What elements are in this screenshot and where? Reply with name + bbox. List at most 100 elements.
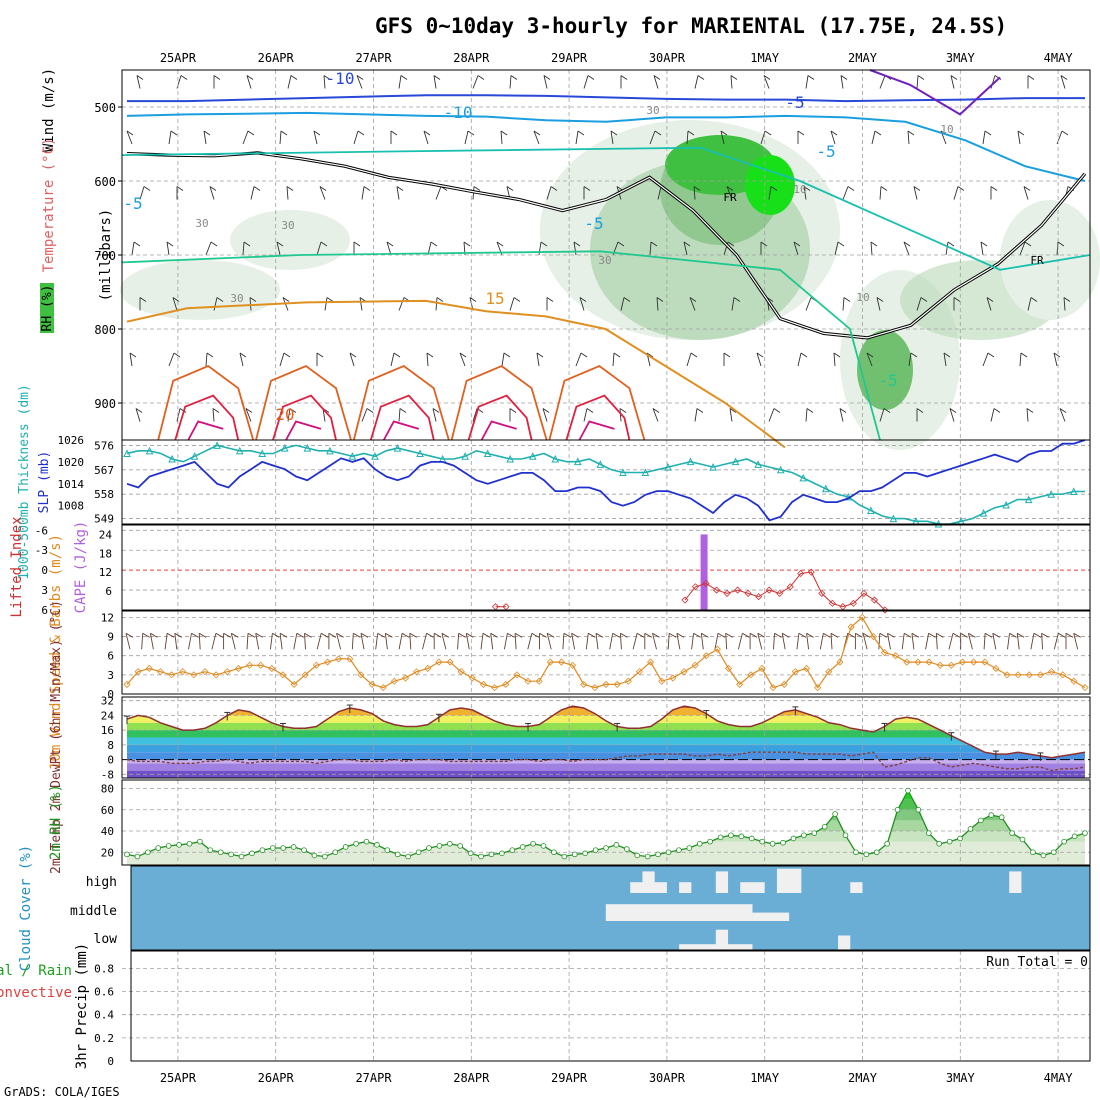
wind10-barb-flag — [936, 632, 944, 638]
wind-barb-flag — [646, 352, 654, 358]
wind-barb — [1019, 241, 1026, 256]
wind10-marker — [1048, 668, 1056, 676]
rh2m-axis-label: 2m RH (%) — [48, 784, 64, 860]
wind-barb-flag — [459, 352, 467, 358]
wind-barb — [323, 75, 326, 89]
wind10-marker — [591, 684, 599, 692]
cloud-patch — [752, 912, 790, 921]
wind10-marker — [346, 655, 354, 663]
wind10-barb-flag — [304, 632, 312, 638]
wind-barb — [830, 130, 836, 145]
wind10-marker — [1059, 671, 1067, 679]
wind10-barb — [700, 633, 704, 650]
rh-marker — [280, 845, 286, 851]
wind-barb-flag — [903, 241, 911, 247]
cape-axis-label: CAPE (J/kg) — [73, 521, 89, 614]
rh-marker — [613, 842, 620, 848]
wind-barb — [349, 352, 355, 367]
x-label-top: 1MAY — [750, 51, 780, 65]
wind10-barb-flag — [1009, 632, 1017, 638]
rh-marker — [342, 844, 349, 850]
rh-marker — [821, 823, 828, 830]
rh-marker — [655, 851, 661, 858]
li-marker — [765, 586, 773, 594]
wind-barb-flag — [1020, 352, 1028, 358]
contour-label: 30 — [230, 292, 243, 305]
wind10-barb — [375, 633, 379, 650]
wind-barb-flag — [253, 186, 261, 191]
wind-barb-flag — [510, 75, 518, 80]
wind10-barb — [1007, 633, 1010, 650]
thickness-marker — [664, 462, 672, 471]
wind-barb — [768, 408, 775, 422]
contour-label: -10 — [444, 103, 473, 122]
wind10-barb-flag — [507, 632, 515, 638]
wind10-barb-flag — [749, 632, 758, 638]
wind-barb-flag — [500, 130, 508, 136]
wind-barb-flag — [283, 352, 291, 358]
wind10-barb — [691, 633, 695, 650]
wind10-marker — [557, 658, 566, 666]
temp-band — [127, 722, 1085, 731]
wind10-barb-flag — [676, 632, 685, 638]
rh-marker — [676, 847, 682, 853]
wind10-marker — [836, 658, 844, 666]
wind-barb-flag — [143, 186, 151, 191]
wind10-marker — [446, 658, 454, 666]
thickness-marker — [776, 465, 785, 474]
wind-barb-flag — [282, 297, 290, 302]
wind10-barb-flag — [466, 632, 474, 638]
wind-barb-flag — [313, 130, 321, 136]
rh-marker — [540, 843, 547, 849]
wind-barb-flag — [803, 186, 811, 191]
slp-tick: 1020 — [58, 456, 85, 469]
wind-barb-flag — [690, 352, 698, 358]
x-label-bottom: 28APR — [453, 1071, 490, 1085]
wind10-marker — [624, 677, 632, 685]
wind-barb-flag — [807, 75, 815, 80]
wind-barb — [239, 352, 244, 367]
wind10-marker — [268, 664, 276, 673]
wind-barb — [619, 408, 622, 422]
rh-region — [1000, 200, 1100, 320]
wind-barb — [361, 186, 365, 200]
slp-tick: 1008 — [58, 500, 85, 513]
wind-barb — [168, 130, 172, 145]
wind-barb — [546, 186, 552, 200]
run-total: Run Total = 0 — [986, 955, 1088, 970]
precip-tick: 0.4 — [94, 1009, 114, 1022]
wind10-marker — [468, 674, 476, 682]
wind-barb — [396, 186, 400, 200]
wind-barb — [464, 130, 469, 145]
wind-barb — [423, 130, 429, 145]
wind10-marker — [791, 668, 799, 676]
wind10-marker — [546, 658, 554, 666]
thickness-marker — [821, 484, 830, 493]
wind-barb — [803, 186, 807, 200]
wind-barb-flag — [543, 75, 551, 80]
wind-barb — [980, 241, 984, 256]
rh-marker — [790, 835, 797, 842]
wind-barb-flag — [697, 75, 705, 80]
rh-marker — [894, 806, 901, 813]
wind10-barb-flag — [142, 632, 150, 638]
rh-marker — [176, 842, 182, 848]
wind10-barb — [632, 633, 638, 650]
x-label-top: 27APR — [355, 51, 392, 65]
wind10-barb-flag — [279, 632, 288, 638]
isotherm-plus25 — [272, 394, 337, 441]
wind10-marker — [357, 671, 365, 679]
wind-barb-flag — [1060, 75, 1068, 80]
wind10-tick: 6 — [107, 650, 114, 663]
rh-marker — [926, 830, 932, 836]
wind10-barb — [246, 633, 249, 650]
rh-marker — [238, 853, 245, 860]
wind-barb-flag — [349, 352, 357, 358]
rh-marker — [124, 851, 130, 858]
wind10-marker — [401, 674, 410, 682]
wind-barb-flag — [463, 241, 471, 247]
rh-marker — [946, 838, 953, 845]
panel-frame — [121, 610, 1091, 695]
wind10-marker — [223, 668, 231, 676]
wind-barb — [797, 352, 802, 367]
